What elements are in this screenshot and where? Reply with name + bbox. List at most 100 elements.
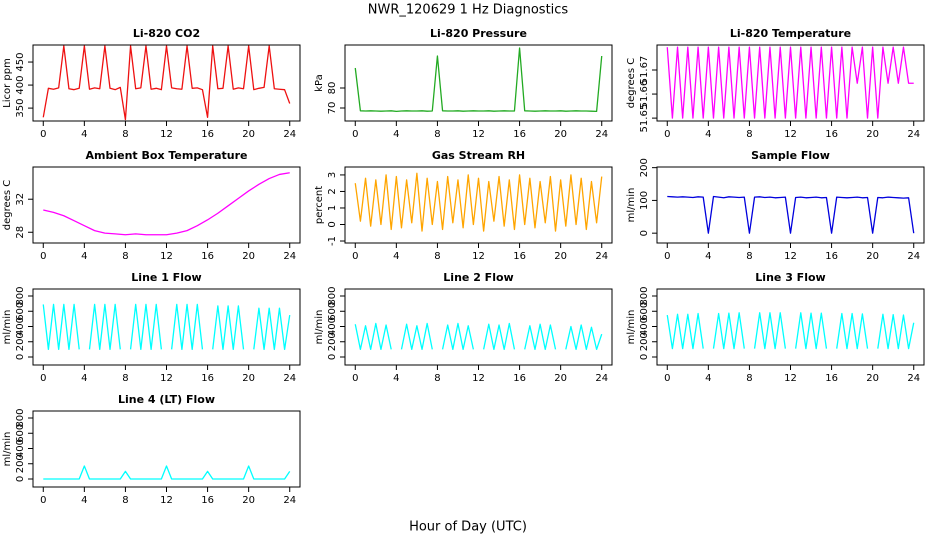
x-tick-label: 24 xyxy=(595,251,608,262)
y-tick-label: 1 xyxy=(327,205,338,211)
x-tick-label: 0 xyxy=(352,129,358,140)
y-axis-label: degrees C xyxy=(2,180,13,230)
y-tick-label: 800 xyxy=(639,286,650,305)
x-tick-label: 20 xyxy=(866,373,879,384)
x-tick-label: 12 xyxy=(160,495,173,506)
y-tick-label: 0 xyxy=(639,354,650,360)
y-tick-label: 200 xyxy=(15,454,26,473)
y-tick-label: 2 xyxy=(327,188,338,194)
y-tick-label: 32 xyxy=(15,193,26,206)
x-tick-label: 0 xyxy=(352,373,358,384)
x-tick-label: 24 xyxy=(283,129,296,140)
x-tick-label: 12 xyxy=(160,129,173,140)
y-axis-label: ml/min xyxy=(314,310,325,345)
data-line xyxy=(354,47,603,113)
x-tick-label: 16 xyxy=(825,251,838,262)
x-tick-label: 12 xyxy=(472,373,485,384)
y-tick-label: 200 xyxy=(327,332,338,351)
y-tick-label: 100 xyxy=(639,191,650,210)
x-tick-label: 12 xyxy=(784,373,797,384)
y-tick-label: 200 xyxy=(639,158,650,177)
x-tick-label: 24 xyxy=(907,251,920,262)
y-tick-label: 400 xyxy=(639,317,650,336)
plot-frame xyxy=(32,166,301,244)
y-tick-label: 350 xyxy=(15,99,26,118)
x-tick-label: 4 xyxy=(705,373,711,384)
x-tick-label: 24 xyxy=(595,129,608,140)
panel-title: Line 2 Flow xyxy=(443,271,513,284)
y-tick-label: 28 xyxy=(15,226,26,239)
x-tick-label: 4 xyxy=(393,129,399,140)
y-tick-label: 70 xyxy=(327,102,338,115)
y-tick-label: 51.65 xyxy=(639,104,650,133)
x-tick-label: 0 xyxy=(40,251,46,262)
y-axis-label: ml/min xyxy=(2,310,13,345)
y-tick-label: 400 xyxy=(327,317,338,336)
x-tick-label: 8 xyxy=(746,129,752,140)
x-tick-label: 16 xyxy=(201,373,214,384)
data-line xyxy=(43,465,291,480)
x-tick-label: 12 xyxy=(784,251,797,262)
x-tick-label: 20 xyxy=(554,251,567,262)
data-line xyxy=(42,303,291,351)
x-tick-label: 24 xyxy=(595,373,608,384)
x-tick-label: 0 xyxy=(664,129,670,140)
x-tick-label: 8 xyxy=(746,251,752,262)
y-tick-label: 80 xyxy=(327,82,338,95)
y-tick-label: 600 xyxy=(15,302,26,321)
x-tick-label: 20 xyxy=(866,251,879,262)
x-tick-label: 20 xyxy=(242,495,255,506)
x-tick-label: 24 xyxy=(283,251,296,262)
plot-frame xyxy=(32,410,301,488)
plot-frame xyxy=(32,44,301,122)
y-axis-label: kPa xyxy=(314,74,325,92)
x-tick-label: 16 xyxy=(513,251,526,262)
x-tick-label: 4 xyxy=(81,251,87,262)
x-tick-label: 16 xyxy=(513,129,526,140)
y-tick-label: 200 xyxy=(15,332,26,351)
plot-frame xyxy=(344,44,613,122)
y-tick-label: 0 xyxy=(639,230,650,236)
x-tick-label: 16 xyxy=(825,373,838,384)
y-tick-label: 800 xyxy=(15,286,26,305)
y-axis-label: ml/min xyxy=(626,310,637,345)
x-tick-label: 24 xyxy=(283,373,296,384)
x-tick-label: 20 xyxy=(866,129,879,140)
x-tick-label: 8 xyxy=(434,251,440,262)
x-tick-label: 0 xyxy=(40,495,46,506)
x-tick-label: 16 xyxy=(201,129,214,140)
x-tick-label: 12 xyxy=(472,251,485,262)
data-line xyxy=(43,172,290,236)
y-tick-label: 800 xyxy=(327,286,338,305)
panel-title: Sample Flow xyxy=(751,149,830,162)
x-tick-label: 20 xyxy=(554,373,567,384)
x-tick-label: 0 xyxy=(664,373,670,384)
x-tick-label: 20 xyxy=(242,129,255,140)
x-tick-label: 16 xyxy=(201,495,214,506)
panel-title: Li-820 CO2 xyxy=(133,27,200,40)
x-tick-label: 4 xyxy=(81,129,87,140)
data-line xyxy=(666,46,914,119)
x-axis-label: Hour of Day (UTC) xyxy=(409,520,527,535)
data-line xyxy=(354,172,603,232)
data-line xyxy=(667,195,915,234)
y-tick-label: 600 xyxy=(327,302,338,321)
y-tick-label: 450 xyxy=(15,52,26,71)
x-tick-label: 4 xyxy=(705,251,711,262)
y-tick-label: 800 xyxy=(15,408,26,427)
x-tick-label: 12 xyxy=(784,129,797,140)
panel-title: Line 4 (LT) Flow xyxy=(118,393,215,406)
x-tick-label: 4 xyxy=(705,129,711,140)
x-tick-label: 16 xyxy=(513,373,526,384)
panel-title: Line 1 Flow xyxy=(131,271,201,284)
data-line xyxy=(42,45,291,121)
x-tick-label: 8 xyxy=(122,495,128,506)
x-tick-label: 16 xyxy=(201,251,214,262)
y-axis-label: Licor ppm xyxy=(2,58,13,108)
figure-title: NWR_120629 1 Hz Diagnostics xyxy=(368,3,569,18)
y-tick-label: 400 xyxy=(15,439,26,458)
x-tick-label: 20 xyxy=(242,251,255,262)
plot-frame xyxy=(344,166,613,244)
y-axis-label: ml/min xyxy=(2,432,13,467)
